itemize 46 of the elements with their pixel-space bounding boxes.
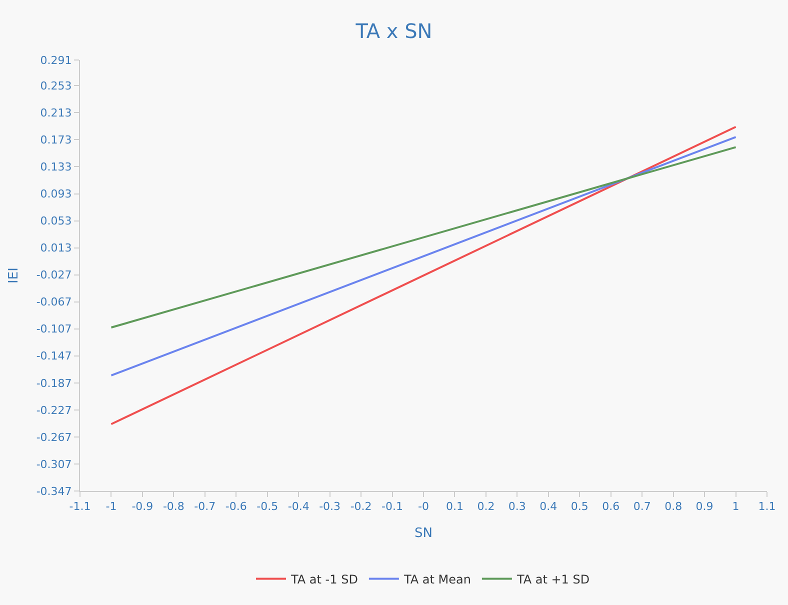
x-tick-label: -0: [418, 500, 429, 514]
x-axis-title: SN: [414, 526, 432, 541]
y-tick-label: -0.187: [36, 376, 72, 390]
y-tick-label: -0.267: [36, 430, 72, 444]
x-tick-label: 1: [732, 500, 740, 514]
y-tick-label: 0.291: [40, 54, 72, 67]
x-tick-label: 0.5: [570, 500, 588, 514]
y-tick-label: 0.253: [40, 80, 72, 93]
x-tick-label: 0.9: [696, 500, 714, 514]
x-tick-label: -0.5: [256, 500, 278, 514]
x-tick-label: -0.9: [132, 500, 154, 514]
legend-label: TA at -1 SD: [290, 572, 358, 586]
x-tick-label: -1.1: [69, 500, 91, 514]
x-tick-label: -1: [106, 500, 117, 514]
y-tick-label: 0.133: [40, 160, 72, 174]
y-tick-label: -0.147: [36, 350, 72, 363]
y-tick-label: -0.227: [36, 404, 72, 417]
y-tick-label: -0.107: [36, 322, 72, 336]
y-tick-label: -0.067: [36, 296, 72, 309]
x-tick-label: -0.2: [350, 500, 372, 514]
y-tick-label: 0.093: [40, 188, 72, 201]
x-tick-label: 0.8: [664, 500, 682, 514]
legend-label: TA at +1 SD: [516, 572, 590, 586]
x-tick-label: -0.8: [162, 500, 184, 514]
x-tick-label: -0.7: [194, 500, 216, 514]
y-tick-label: -0.307: [36, 458, 72, 471]
x-tick-label: 0.7: [633, 500, 651, 514]
y-tick-label: 0.213: [40, 106, 72, 120]
y-axis-title: IEI: [6, 268, 22, 284]
legend-label: TA at Mean: [402, 572, 471, 586]
y-tick-label: 0.053: [40, 214, 72, 228]
x-tick-label: -0.3: [319, 500, 341, 514]
x-tick-label: -0.1: [382, 500, 404, 514]
chart-title: TA x SN: [354, 19, 432, 44]
y-tick-label: -0.027: [36, 268, 72, 282]
y-tick-label: -0.347: [36, 484, 72, 498]
x-tick-label: 0.6: [602, 500, 620, 514]
x-tick-label: 0.3: [508, 500, 526, 514]
x-tick-label: -0.4: [288, 500, 310, 514]
x-tick-label: -0.6: [225, 500, 247, 514]
x-tick-label: 0.4: [540, 500, 558, 514]
y-tick-label: 0.173: [40, 134, 72, 147]
x-tick-label: 0.2: [477, 500, 495, 514]
x-tick-label: 0.1: [446, 500, 464, 514]
y-tick-label: 0.013: [40, 242, 72, 255]
x-tick-label: 1.1: [758, 500, 776, 514]
